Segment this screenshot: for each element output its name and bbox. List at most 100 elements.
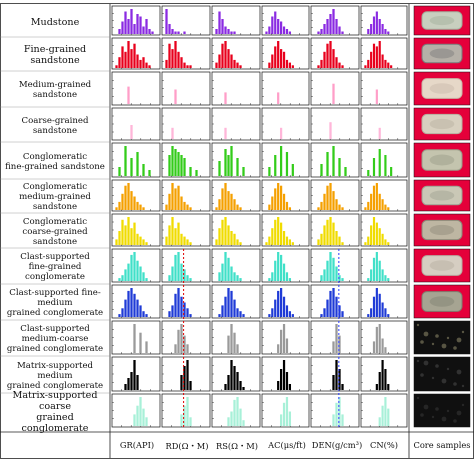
histogram-bar [285, 236, 289, 245]
panel-r8-c1 [161, 284, 211, 319]
col-label-den: DEN(g/cm³) [311, 440, 363, 450]
panel-r2-c2 [211, 71, 261, 106]
histogram-bar [215, 207, 218, 210]
histogram-bar [139, 397, 142, 426]
histogram-bar [332, 191, 335, 210]
core-sample-rock [421, 219, 463, 241]
histogram-bar [384, 204, 387, 210]
row-label-clast-supported-medium-coarse-grained-conglomerate: Clast-supported medium-coarse grained con… [6, 324, 104, 354]
histogram-bar [233, 272, 236, 281]
histogram-bar [335, 324, 338, 353]
histogram-bar [177, 222, 180, 245]
histogram-bar [230, 411, 233, 426]
panel-r9-c1 [161, 320, 211, 355]
histogram-bar [282, 51, 286, 68]
histogram-bar [215, 239, 218, 245]
histogram-bar [224, 41, 227, 68]
histogram-bar [121, 308, 124, 317]
histogram-bar [288, 311, 292, 317]
histogram-bar [142, 57, 145, 68]
histogram-bar [165, 9, 168, 34]
histogram-bar [320, 164, 323, 176]
histogram-bar [268, 167, 271, 176]
histogram-bar [291, 164, 294, 176]
histogram-bar [136, 152, 139, 176]
histogram-bar [180, 196, 183, 210]
panel-frame [360, 284, 408, 319]
histogram-bar [218, 228, 221, 245]
histogram-bar [378, 41, 381, 68]
histogram-bar [381, 199, 384, 210]
histogram-bar [332, 414, 335, 426]
histogram-bar [277, 290, 280, 317]
histogram-bar [271, 16, 274, 34]
histogram-bar [332, 9, 335, 34]
histogram-bar [127, 378, 130, 390]
histogram-bar [381, 302, 384, 317]
histogram-bar [183, 158, 186, 176]
panel-frame [310, 356, 360, 392]
histogram-bar [165, 204, 168, 210]
histogram-bar [271, 54, 274, 68]
histogram-bar [390, 65, 393, 68]
core-sample-clast [416, 396, 420, 400]
core-sample-clast [420, 413, 424, 417]
panel-frame [360, 356, 408, 392]
histogram-bar [221, 219, 224, 245]
histogram-bar [279, 222, 283, 245]
histogram-bar [387, 314, 390, 317]
histogram-bar [133, 24, 136, 34]
histogram-bar [127, 217, 130, 245]
histogram-bar [215, 29, 218, 34]
histogram-bar [127, 19, 130, 34]
panel-frame [261, 107, 310, 141]
histogram-bar [227, 155, 230, 176]
histogram-bar [171, 127, 174, 139]
histogram-bar [145, 278, 148, 281]
histogram-bar [230, 146, 233, 176]
panel-frame [261, 248, 310, 283]
histogram-bar [230, 193, 233, 210]
histogram-bar [323, 193, 326, 210]
histogram-bar [381, 360, 384, 390]
histogram-bar [215, 62, 218, 68]
histogram-bar [375, 252, 378, 281]
panel-r0-c2 [211, 5, 261, 36]
histogram-bar [367, 278, 370, 281]
histogram-bar [236, 62, 239, 68]
histogram-bar [133, 293, 136, 317]
histogram-bar [183, 366, 186, 390]
histogram-bar [133, 222, 136, 245]
panel-r11-c5 [360, 393, 408, 428]
histogram-bar [174, 89, 177, 104]
histogram-bar [174, 228, 177, 245]
histogram-bar [230, 31, 233, 34]
histogram-bar [145, 314, 148, 317]
panel-frame [111, 107, 161, 141]
histogram-bar [370, 193, 373, 210]
histogram-bar [282, 402, 286, 426]
core-sample-clast [456, 369, 462, 375]
panel-r8-c2 [211, 284, 261, 319]
histogram-bar [139, 266, 142, 281]
panel-r6-c0 [111, 213, 161, 247]
panel-r5-c2 [211, 179, 261, 212]
histogram-bar [236, 275, 239, 281]
col-label-gr: GR(API) [119, 440, 155, 450]
histogram-bar [133, 324, 136, 353]
histogram-bar [224, 296, 227, 317]
histogram-bar [326, 152, 329, 176]
histogram-bar [329, 252, 332, 281]
histogram-bar [227, 375, 230, 390]
histogram-bar [285, 372, 289, 390]
panel-r10-c1 [161, 356, 211, 392]
histogram-bar [375, 384, 378, 390]
histogram-bar [224, 252, 227, 281]
histogram-bar [332, 146, 335, 176]
panel-r1-c1 [161, 37, 211, 70]
histogram-bar [168, 43, 171, 68]
histogram-bar [233, 233, 236, 245]
histogram-bar [381, 269, 384, 281]
histogram-bar [233, 59, 236, 68]
panel-frame [111, 356, 161, 392]
